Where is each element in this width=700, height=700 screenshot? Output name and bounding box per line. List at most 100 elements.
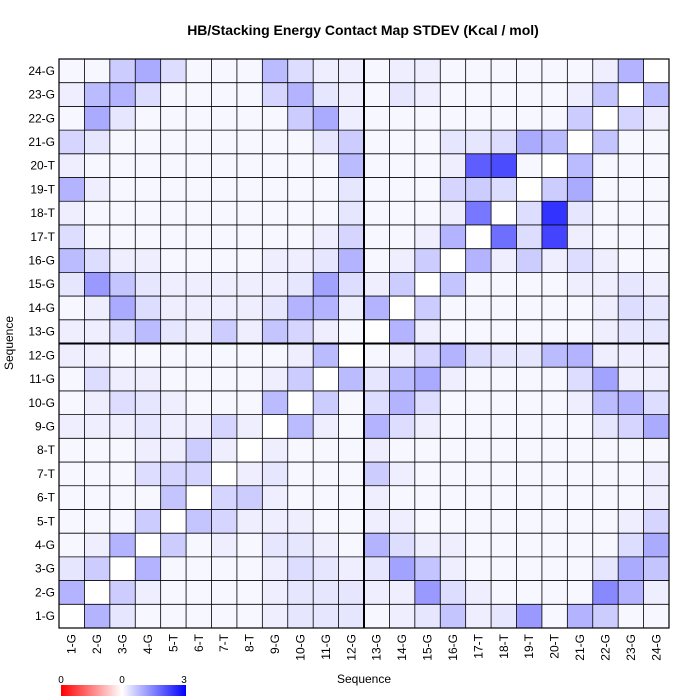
heatmap-cell (567, 201, 593, 225)
heatmap-cell (541, 82, 568, 107)
heatmap-cell (84, 59, 110, 83)
heatmap-cell (618, 390, 644, 415)
heatmap-cell (160, 153, 187, 178)
heatmap-cell (541, 130, 568, 154)
heatmap-cell (389, 153, 415, 178)
heatmap-cell (135, 319, 161, 344)
heatmap-cell (160, 438, 187, 463)
heatmap-cell (84, 533, 110, 557)
heatmap-cell (59, 153, 85, 178)
heatmap-cell (135, 59, 161, 83)
heatmap-cell (389, 248, 415, 273)
heatmap-cell (262, 82, 288, 107)
heatmap-cell (491, 224, 517, 249)
color-scale-positive-bar (122, 685, 186, 696)
heatmap-cell (465, 296, 492, 320)
heatmap-cell (211, 106, 237, 131)
heatmap-cell (262, 438, 288, 463)
heatmap-cell (135, 367, 161, 391)
heatmap-cell (516, 462, 542, 486)
y-tick-label: 18-T (30, 206, 55, 220)
heatmap-cell (440, 248, 466, 273)
heatmap-cell (287, 319, 314, 344)
heatmap-cell (160, 414, 187, 439)
heatmap-cell (389, 319, 415, 344)
heatmap-cell (313, 556, 339, 581)
heatmap-cell (262, 106, 288, 131)
heatmap-cell (643, 556, 669, 581)
heatmap-cell (59, 367, 85, 391)
heatmap-cell (135, 533, 161, 557)
heatmap-cell (313, 390, 339, 415)
heatmap-cell (491, 390, 517, 415)
heatmap-cell (414, 556, 441, 581)
heatmap-cell (516, 130, 542, 154)
heatmap-cell (287, 367, 314, 391)
heatmap-cell (389, 509, 415, 534)
heatmap-cell (592, 59, 619, 83)
heatmap-cell (643, 59, 669, 83)
heatmap-cell (364, 106, 390, 131)
heatmap-cell (262, 248, 288, 273)
heatmap-cell (236, 580, 263, 605)
heatmap-cell (262, 604, 288, 628)
heatmap-cell (236, 106, 263, 131)
heatmap-cell (567, 580, 593, 605)
heatmap-cell (643, 248, 669, 273)
heatmap-cell (364, 438, 390, 463)
heatmap-cell (236, 272, 263, 297)
y-axis-title: Sequence (2, 316, 16, 370)
heatmap-cell (567, 272, 593, 297)
heatmap-cell (465, 272, 492, 297)
heatmap-cell (389, 343, 415, 368)
heatmap-cell (109, 59, 136, 83)
heatmap-cell (364, 296, 390, 320)
heatmap-cell (541, 224, 568, 249)
heatmap-cell (109, 414, 136, 439)
heatmap-cell (287, 533, 314, 557)
heatmap-cell (211, 414, 237, 439)
heatmap-cell (643, 153, 669, 178)
heatmap-cell (135, 130, 161, 154)
heatmap-cell (618, 272, 644, 297)
heatmap-cell (440, 367, 466, 391)
heatmap-cell (313, 462, 339, 486)
heatmap-cell (109, 509, 136, 534)
heatmap-cell (109, 485, 136, 510)
heatmap-cell (541, 604, 568, 628)
heatmap-cell (440, 319, 466, 344)
heatmap-cell (541, 106, 568, 131)
heatmap-cell (109, 533, 136, 557)
heatmap-cell (59, 296, 85, 320)
heatmap-cell (313, 59, 339, 83)
heatmap-cell (618, 296, 644, 320)
heatmap-cell (109, 248, 136, 273)
heatmap-cell (516, 82, 542, 107)
heatmap-cell (389, 130, 415, 154)
heatmap-cell (364, 509, 390, 534)
heatmap-cell (313, 604, 339, 628)
heatmap-cell (414, 224, 441, 249)
heatmap-cell (491, 485, 517, 510)
heatmap-cell (84, 343, 110, 368)
heatmap-cell (618, 414, 644, 439)
heatmap-cell (364, 130, 390, 154)
heatmap-cell (236, 533, 263, 557)
heatmap-cell (236, 248, 263, 273)
heatmap-cell (592, 272, 619, 297)
heatmap-cell (567, 414, 593, 439)
heatmap-cell (592, 533, 619, 557)
heatmap-cell (287, 509, 314, 534)
heatmap-cell (135, 224, 161, 249)
heatmap-cell (491, 153, 517, 178)
heatmap-cell (440, 59, 466, 83)
heatmap-cell (211, 248, 237, 273)
heatmap-cell (618, 319, 644, 344)
heatmap-cell (338, 248, 364, 273)
heatmap-cell (186, 438, 212, 463)
heatmap-cell (592, 82, 619, 107)
y-tick-label: 9-G (35, 419, 55, 433)
heatmap-cell (338, 296, 364, 320)
y-tick-label: 15-G (28, 277, 55, 291)
heatmap-cell (262, 319, 288, 344)
